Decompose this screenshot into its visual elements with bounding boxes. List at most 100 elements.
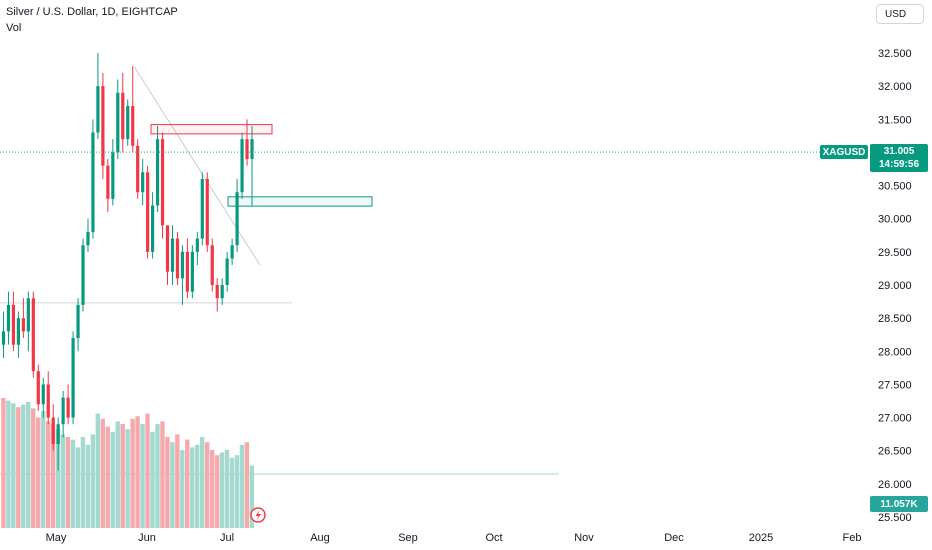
volume-bar — [60, 434, 66, 528]
candle-body — [136, 145, 140, 193]
candle-body — [235, 192, 239, 246]
price-axis-label: 31.500 — [878, 114, 912, 126]
volume-bar — [135, 416, 140, 528]
volume-bars — [1, 398, 255, 528]
chart-title: Silver / U.S. Dollar, 1D, EIGHTCAP — [6, 6, 178, 18]
price-axis-label: 26.000 — [878, 479, 912, 491]
volume-bar — [6, 400, 11, 528]
price-axis-label: 25.500 — [878, 512, 912, 524]
candle-body — [141, 172, 145, 193]
volume-bar — [249, 465, 255, 528]
candle-body — [155, 139, 160, 206]
volume-bar — [11, 403, 16, 528]
candle-body — [195, 238, 199, 252]
resistance-zone — [150, 124, 273, 135]
volume-bar — [105, 426, 110, 528]
volume-tag: 11.057K — [870, 496, 928, 512]
price-axis-label: 32.000 — [878, 81, 912, 93]
volume-bar — [229, 457, 235, 528]
volume-bar — [120, 424, 125, 528]
volume-bar — [50, 424, 56, 528]
volume-bar — [150, 431, 155, 528]
candle-body — [225, 258, 229, 285]
candle-body — [240, 139, 244, 193]
volume-bar — [35, 417, 41, 528]
last-price-value: 31.005 — [883, 146, 915, 157]
currency-button[interactable]: USD — [876, 4, 924, 24]
price-axis-label: 28.000 — [878, 346, 912, 358]
candle-body — [200, 178, 204, 239]
candle-body — [71, 338, 75, 418]
volume-bar — [125, 429, 130, 528]
volume-bar — [45, 421, 51, 528]
volume-bar — [85, 444, 91, 528]
axes: 32.50032.00031.50031.00030.50030.00029.5… — [46, 48, 912, 544]
volume-bar — [31, 408, 36, 528]
candle-body — [121, 92, 125, 140]
volume-bar — [16, 407, 21, 528]
candle-body — [51, 417, 55, 445]
volume-bar — [95, 413, 101, 528]
volume-bar — [204, 442, 210, 528]
volume-bar — [100, 418, 105, 528]
volume-bar — [195, 444, 200, 528]
volume-bar — [65, 437, 71, 528]
time-axis-label: Jul — [220, 532, 234, 544]
volume-bar — [40, 411, 46, 528]
price-axis-label: 27.000 — [878, 413, 912, 425]
volume-bar — [219, 452, 225, 528]
candle-body — [21, 318, 25, 332]
last-price-tag: 31.005 14:59:56 — [870, 144, 928, 172]
candle-body — [6, 304, 11, 332]
candle-body — [185, 251, 189, 292]
volume-bar — [55, 429, 61, 528]
candle-body — [96, 86, 100, 133]
candle-body — [66, 397, 70, 418]
candle-body — [210, 245, 214, 285]
volume-bar — [80, 437, 86, 528]
candle-body — [61, 397, 65, 425]
lightning-icon-bolt — [255, 510, 261, 521]
volume-bar — [1, 398, 6, 528]
volume-bar — [155, 424, 160, 528]
price-axis-label: 27.500 — [878, 379, 912, 391]
candle-body — [190, 251, 194, 292]
candle-body — [126, 106, 130, 140]
candle-body — [230, 245, 234, 259]
candle-body — [111, 152, 115, 199]
candle-body — [151, 205, 155, 252]
candle-body — [41, 384, 45, 405]
price-axis-label: 29.000 — [878, 280, 912, 292]
candle-body — [81, 245, 85, 305]
volume-bar — [190, 447, 195, 528]
volume-bar — [165, 437, 170, 528]
candle-body — [76, 304, 80, 339]
candle-body — [205, 178, 209, 246]
price-axis-label: 32.500 — [878, 48, 912, 60]
time-axis-label: Feb — [843, 532, 862, 544]
candle-body — [31, 298, 35, 372]
volume-bar — [185, 439, 190, 528]
time-axis-label: Aug — [310, 532, 330, 544]
volume-bar — [214, 455, 220, 528]
volume-bar — [90, 434, 96, 528]
candles — [1, 53, 254, 471]
volume-bar — [209, 450, 215, 528]
candle-body — [160, 139, 165, 226]
time-axis-label: May — [46, 532, 67, 544]
volume-bar — [244, 442, 250, 528]
candle-body — [91, 132, 95, 232]
candle-body — [46, 384, 50, 418]
candle-body — [250, 139, 254, 160]
volume-bar — [140, 424, 145, 528]
time-axis-label: Oct — [485, 532, 502, 544]
candle-body — [180, 251, 185, 279]
candle-body — [106, 165, 110, 199]
candle-body — [215, 285, 219, 299]
time-axis-label: Sep — [398, 532, 418, 544]
volume-bar — [170, 442, 175, 528]
volume-bar — [180, 450, 185, 528]
candle-body — [245, 139, 249, 160]
